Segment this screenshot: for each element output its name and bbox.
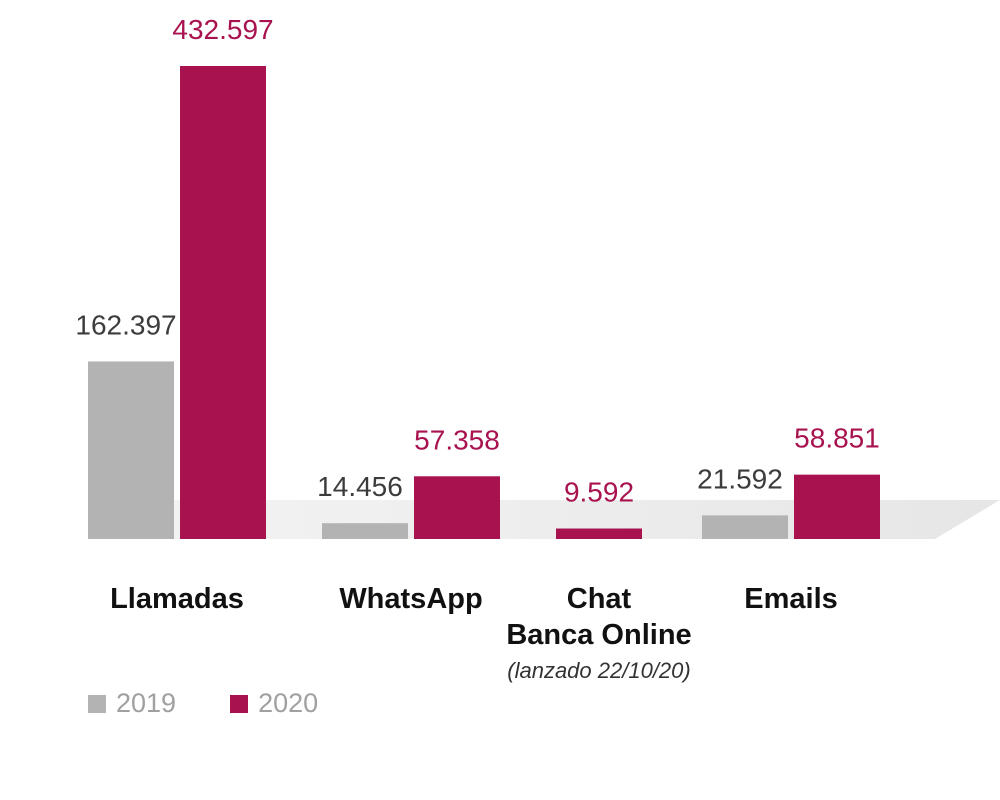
legend: 2019 2020 [88, 688, 318, 719]
category-label-0-line-0: Llamadas [110, 583, 244, 615]
category-label-1-line-0: WhatsApp [339, 583, 482, 615]
data-label-2020-2: 9.592 [564, 477, 634, 508]
bar-2020-3 [794, 474, 880, 539]
bar-2019-1 [322, 523, 408, 539]
category-label-3-line-0: Emails [744, 583, 838, 615]
category-label-2-line-1: Banca Online [506, 619, 691, 651]
legend-item-2019: 2019 [88, 688, 176, 719]
bar-2019-0 [88, 361, 174, 539]
data-label-2019-1: 14.456 [317, 471, 403, 502]
category-label-2-line-0: Chat [567, 583, 632, 615]
data-label-2020-1: 57.358 [414, 424, 500, 455]
legend-item-2020: 2020 [230, 688, 318, 719]
bar-2020-1 [414, 476, 500, 539]
bar-2020-2 [556, 528, 642, 539]
bar-2019-3 [702, 515, 788, 539]
category-note-2: (lanzado 22/10/20) [507, 658, 690, 683]
data-label-2019-3: 21.592 [697, 463, 783, 494]
value-labels-layer: 162.397 432.597 14.456 57.358 9.592 21.592 58.… [75, 14, 879, 508]
bar-2020-0 [180, 66, 266, 539]
legend-label-2020: 2020 [258, 688, 319, 718]
legend-swatch-2020 [230, 694, 249, 713]
bars-layer [88, 66, 880, 539]
data-label-2020-3: 58.851 [794, 423, 880, 454]
category-labels-layer: Llamadas WhatsApp Chat Banca Online (lanzado… [110, 583, 838, 683]
legend-swatch-2019 [88, 694, 106, 713]
legend-label-2019: 2019 [116, 688, 177, 718]
data-label-2020-0: 432.597 [172, 14, 273, 45]
data-label-2019-0: 162.397 [75, 309, 176, 340]
